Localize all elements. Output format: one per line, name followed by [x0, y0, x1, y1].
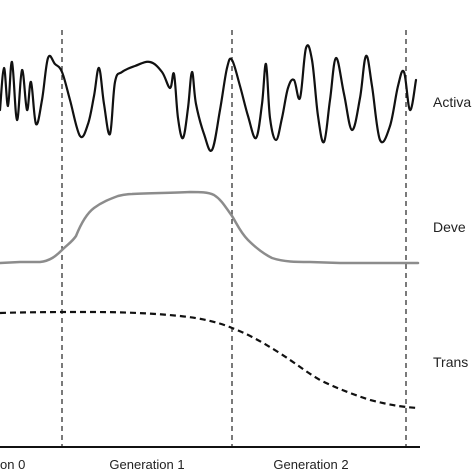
generation-2-label: Generation 2 [273, 457, 348, 472]
activity-label: Activa [433, 94, 471, 110]
transmission-curve [0, 310, 419, 410]
activity-curve [0, 44, 418, 152]
generation-1-label: Generation 1 [109, 457, 184, 472]
transmission-label: Trans [433, 354, 468, 370]
development-label: Deve [433, 219, 466, 235]
development-curve [0, 190, 420, 265]
generation-0-label: on 0 [0, 457, 25, 472]
